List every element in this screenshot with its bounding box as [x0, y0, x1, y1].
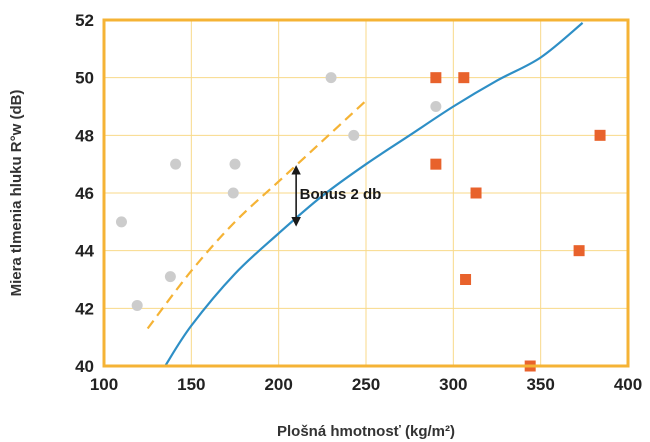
gray-data-point: [164, 271, 176, 283]
points-layer: [115, 72, 606, 372]
orange-data-point: [470, 187, 482, 199]
tick-labels: 100 150 200 250 300 350 400 40 42 44 46 48 50 52: [75, 11, 642, 394]
x-tick-label: 100: [90, 375, 118, 394]
gray-data-point: [348, 129, 360, 141]
solid-curve: [164, 22, 584, 366]
gray-data-point: [430, 101, 442, 112]
orange-data-point: [573, 245, 585, 257]
orange-data-point: [430, 72, 442, 84]
y-tick-label: 52: [75, 11, 94, 30]
orange-data-point: [594, 129, 606, 141]
y-axis-title: Miera tlmenia hluku R°w (dB): [8, 90, 25, 297]
series-layer: [146, 22, 584, 366]
x-tick-label: 250: [352, 375, 380, 394]
y-tick-label: 46: [75, 184, 94, 203]
y-tick-label: 40: [75, 357, 94, 376]
gray-data-point: [325, 72, 337, 84]
gray-data-point: [131, 299, 143, 311]
gray-data-point: [115, 216, 127, 228]
orange-data-point: [460, 274, 472, 285]
x-tick-label: 150: [177, 375, 205, 394]
grid: [104, 20, 628, 366]
plot-frame: [102, 18, 630, 368]
x-tick-label: 200: [264, 375, 292, 394]
x-tick-label: 400: [614, 375, 642, 394]
x-tick-label: 300: [439, 375, 467, 394]
x-tick-label: 350: [526, 375, 554, 394]
gray-data-point: [227, 187, 239, 199]
y-tick-label: 42: [75, 299, 94, 318]
gray-data-point: [170, 158, 182, 170]
y-tick-label: 50: [75, 69, 94, 88]
x-axis-title: Plošná hmotnosť (kg/m²): [277, 423, 455, 440]
annotations: Bonus 2 db: [291, 165, 382, 227]
orange-data-point: [458, 72, 470, 84]
bonus-annotation: Bonus 2 db: [300, 186, 382, 203]
dashed-curve: [146, 99, 367, 330]
orange-data-point: [430, 158, 442, 170]
y-tick-label: 44: [75, 242, 94, 261]
gray-data-point: [229, 158, 241, 170]
y-tick-label: 48: [75, 126, 94, 145]
